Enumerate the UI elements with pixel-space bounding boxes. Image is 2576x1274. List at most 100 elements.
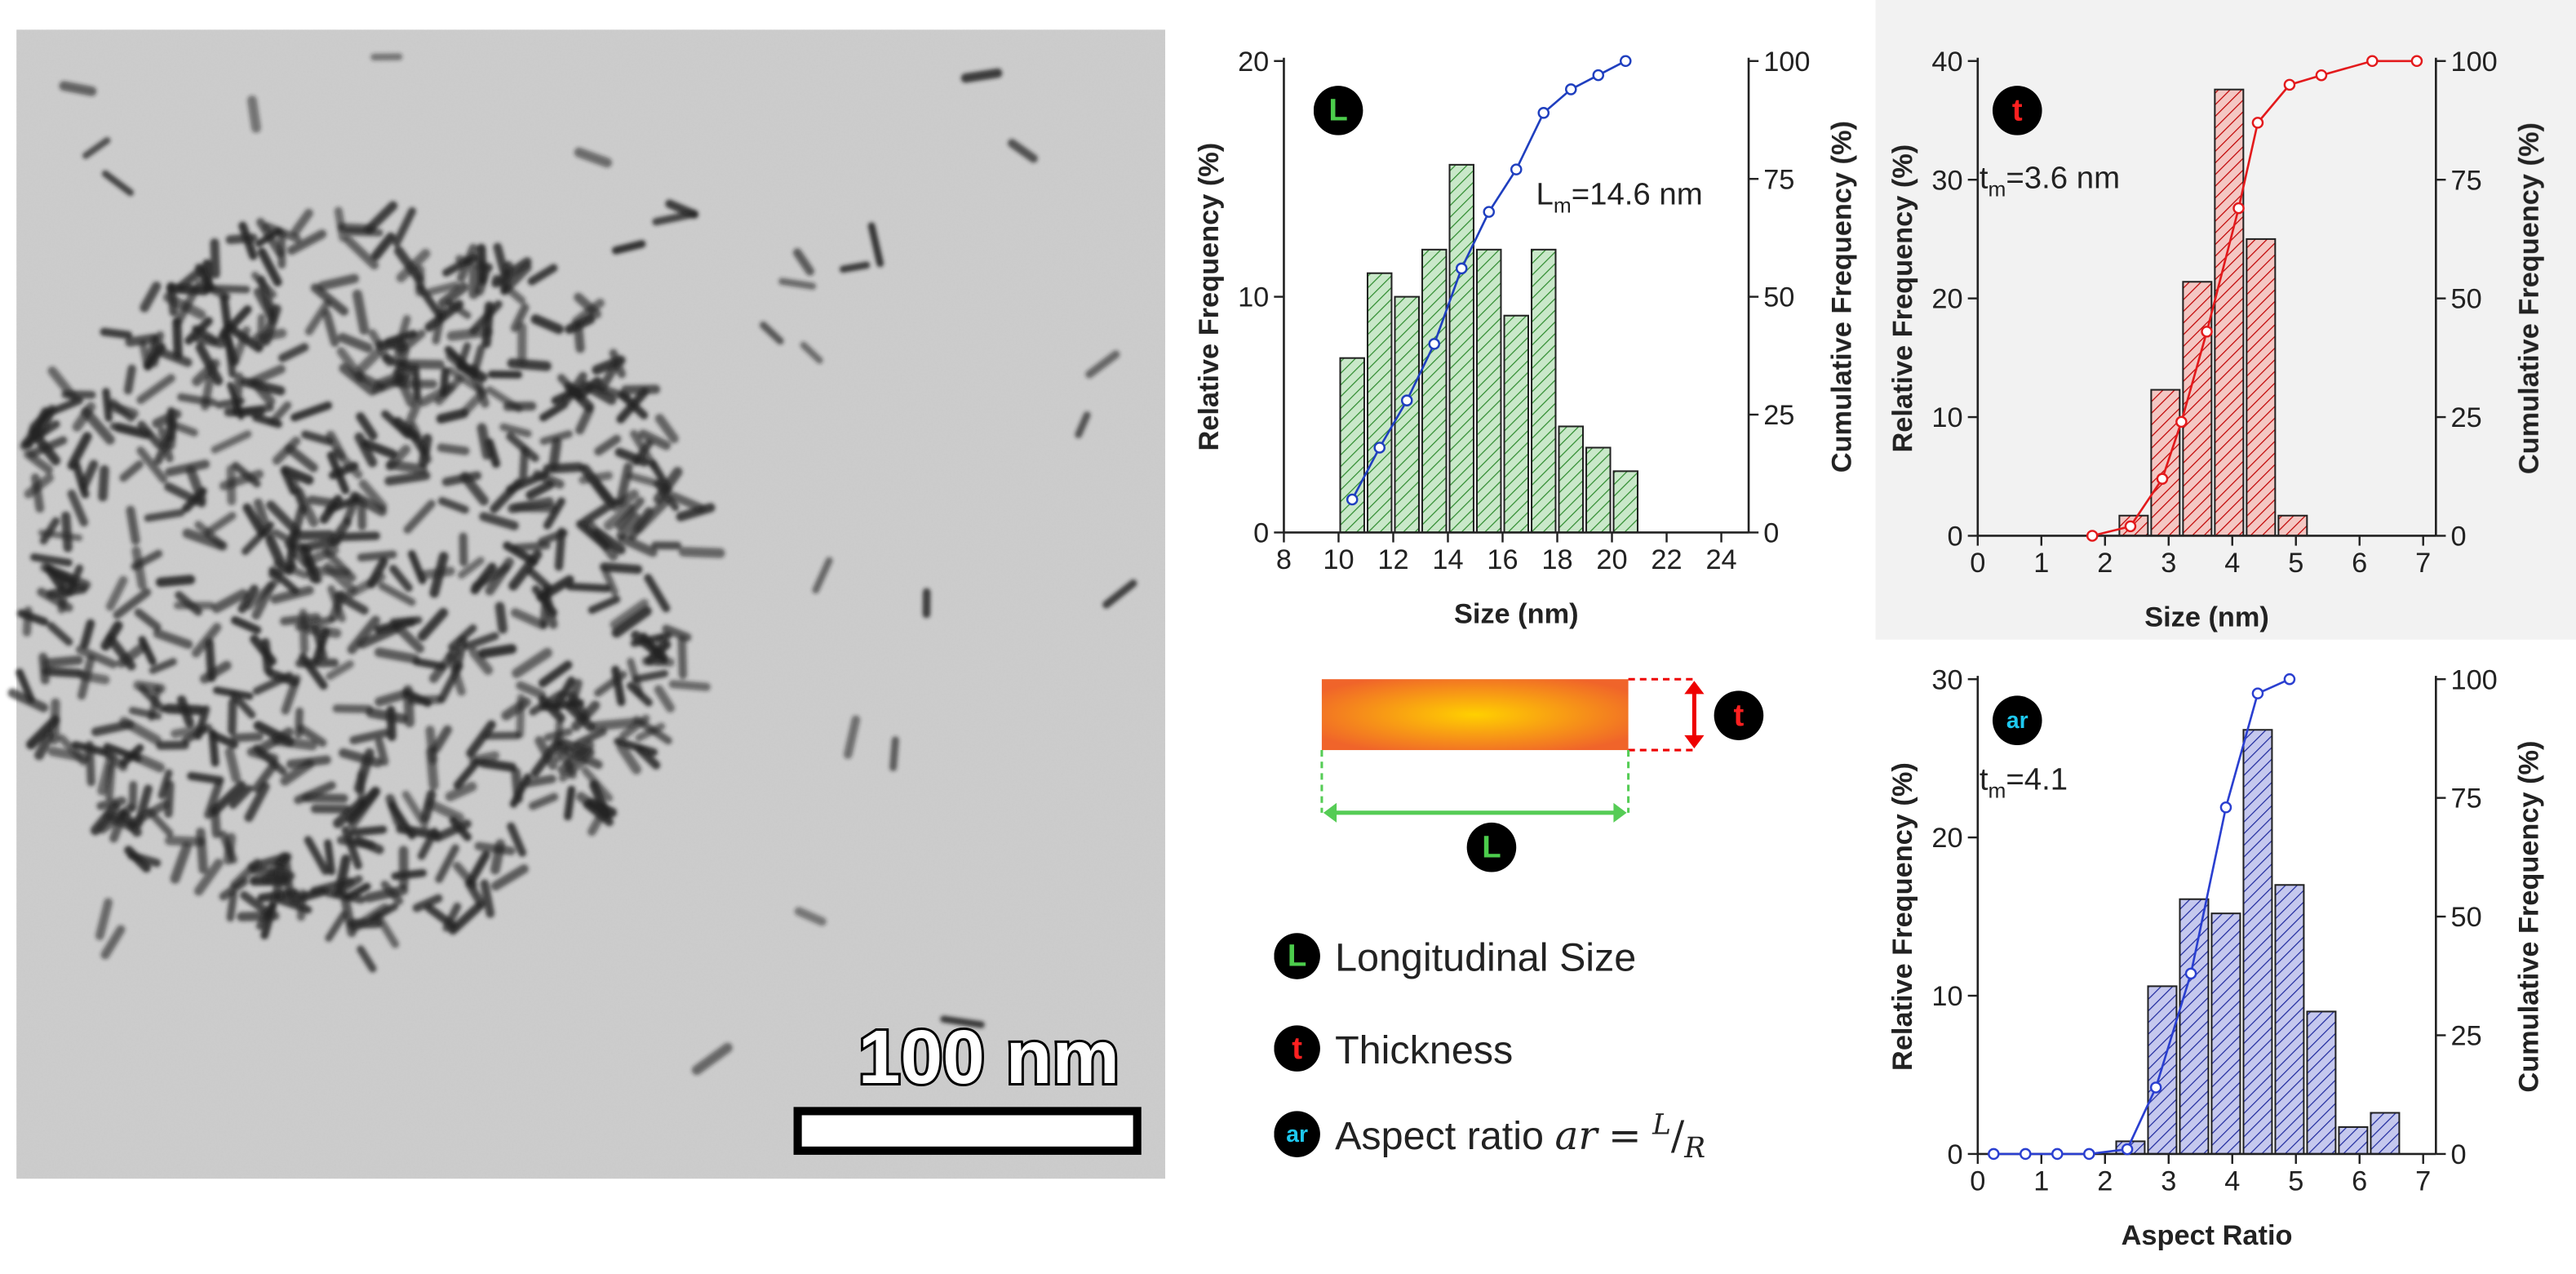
nanorod xyxy=(574,147,613,168)
cumulative-point xyxy=(1400,394,1413,406)
nanorod xyxy=(341,826,362,870)
rods xyxy=(7,53,1137,1076)
nanorod xyxy=(375,368,412,389)
nanorod xyxy=(603,503,635,530)
nanorod xyxy=(562,371,587,405)
nanorod xyxy=(325,911,348,942)
nanorod xyxy=(843,715,861,759)
nanorod xyxy=(477,423,492,460)
nanorod xyxy=(49,397,83,415)
y-tick-label: 30 xyxy=(1931,664,1962,695)
nanorod xyxy=(123,364,136,395)
nanorod xyxy=(252,760,278,793)
nanorod xyxy=(280,465,314,485)
nanorod xyxy=(187,771,224,785)
nanorod xyxy=(678,547,725,558)
nanorod xyxy=(644,574,671,613)
formula-denominator: R xyxy=(1683,1132,1705,1165)
nanorod xyxy=(654,685,675,712)
bar xyxy=(2150,388,2181,537)
nanorod xyxy=(759,321,784,345)
badge-label: t xyxy=(1734,698,1745,733)
nanorod xyxy=(47,366,78,402)
nanorod xyxy=(290,208,313,237)
nanorod xyxy=(182,486,207,513)
nanorod xyxy=(429,552,449,598)
annotation-text: =4.1 xyxy=(2006,762,2068,797)
nanorod xyxy=(960,68,1003,83)
nanorod xyxy=(474,841,516,855)
nanorod xyxy=(208,729,219,767)
nanorod xyxy=(366,557,388,588)
formula-slash: / xyxy=(1671,1113,1685,1159)
nanorod xyxy=(600,562,643,575)
cumulative-point xyxy=(2315,69,2328,82)
nanorod xyxy=(558,756,589,783)
nanorod xyxy=(466,850,490,886)
nanorod xyxy=(494,601,508,634)
nanorod xyxy=(103,810,137,832)
nanorod xyxy=(431,725,452,753)
nanorod xyxy=(255,894,281,930)
nanorod xyxy=(444,345,474,375)
nanorod xyxy=(610,599,650,629)
nanorod xyxy=(357,945,377,973)
badge xyxy=(1714,690,1764,740)
nanorod xyxy=(574,376,602,401)
x-tick-label: 5 xyxy=(2288,548,2303,579)
nanorod xyxy=(347,918,383,929)
nanorod xyxy=(81,406,115,445)
cumulative-point xyxy=(1346,493,1359,506)
bar xyxy=(1448,163,1474,534)
nanorod xyxy=(299,536,341,553)
x-tick-label: 0 xyxy=(1970,548,1985,579)
nanorod xyxy=(182,528,228,551)
nanorod xyxy=(285,444,318,473)
nanorod xyxy=(134,784,153,828)
annotation-subscript: m xyxy=(1988,176,2006,201)
cumulative-point xyxy=(2175,415,2188,428)
nanorod xyxy=(565,314,596,335)
annotation-symbol: L xyxy=(1536,176,1553,211)
nanorod xyxy=(280,759,315,786)
nanorod xyxy=(539,430,573,446)
x-tick-label: 18 xyxy=(1541,544,1572,575)
badge xyxy=(1313,86,1363,135)
x-tick-label: 16 xyxy=(1487,544,1518,575)
nanorod xyxy=(580,498,619,526)
nanorod xyxy=(228,698,237,735)
nanorod xyxy=(456,243,478,282)
nanorod xyxy=(20,411,50,451)
x-tick-label: 4 xyxy=(2224,548,2240,579)
nanorod xyxy=(347,615,381,655)
nanorod xyxy=(384,471,431,486)
x-tick-label: 22 xyxy=(1651,544,1682,575)
formula-lhs: ar xyxy=(1554,1113,1599,1159)
nanorod xyxy=(459,532,468,567)
cumulative-point xyxy=(2156,473,2169,485)
cumulative-point xyxy=(2184,967,2197,980)
nanorod xyxy=(558,738,595,757)
nanorod xyxy=(446,366,483,393)
cumulative-point xyxy=(2121,1143,2134,1156)
nanorod xyxy=(57,579,70,614)
nanorod xyxy=(239,890,273,917)
nanorod xyxy=(792,248,814,276)
nanorod xyxy=(149,658,177,674)
nanorod xyxy=(252,672,294,695)
cumulative-point xyxy=(1592,69,1605,82)
y-tick-label: 0 xyxy=(1948,1139,1963,1170)
nanorod xyxy=(361,439,397,459)
nanorod xyxy=(153,435,172,465)
nanorod xyxy=(479,512,519,530)
nanorod xyxy=(310,283,349,316)
nanorod xyxy=(409,422,432,464)
badge-label: ar xyxy=(1286,1121,1308,1147)
nanorod xyxy=(480,879,495,918)
nanorod xyxy=(940,1015,985,1028)
nanorod xyxy=(47,746,91,763)
bar xyxy=(1366,272,1393,534)
nanorod xyxy=(295,658,339,668)
